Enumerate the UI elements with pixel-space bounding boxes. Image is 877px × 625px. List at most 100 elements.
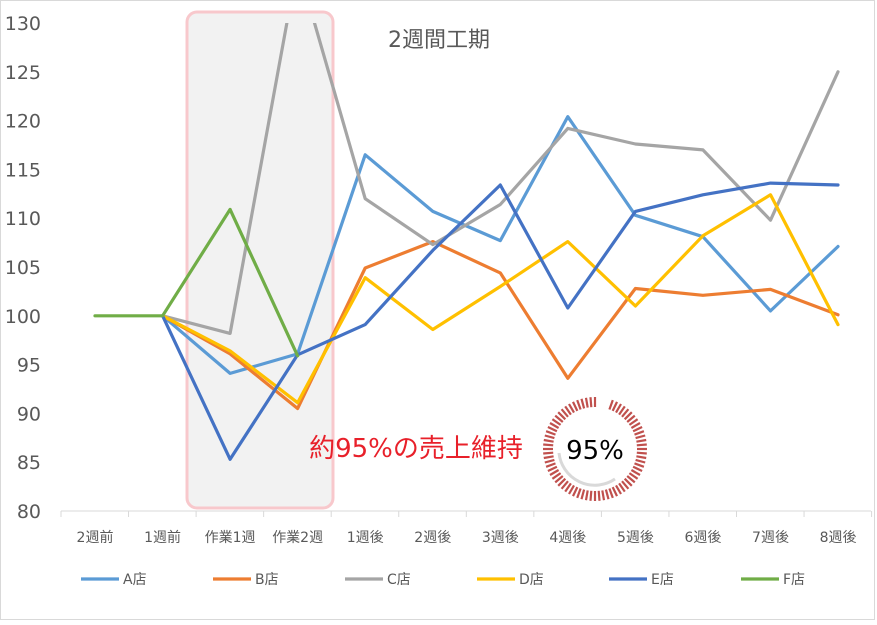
legend-label: A店	[123, 572, 147, 588]
percent-gauge: 95%	[543, 397, 647, 501]
gauge-tick	[611, 401, 618, 412]
gauge-tick	[615, 403, 622, 414]
gauge-tick	[551, 418, 562, 426]
gauge-tick	[543, 443, 554, 447]
series-line-E店	[161, 181, 840, 461]
gauge-tick	[551, 472, 562, 480]
x-tick-label: 8週後	[820, 530, 857, 546]
gauge-tick	[580, 489, 586, 500]
y-tick-label: 130	[5, 13, 41, 35]
gauge-tick	[615, 484, 622, 495]
y-tick-label: 80	[17, 501, 41, 523]
y-tick-label: 85	[17, 452, 41, 474]
gauge-tick	[636, 451, 647, 455]
gauge-tick	[547, 426, 558, 433]
y-tick-label: 120	[5, 111, 41, 133]
gauge-tick	[621, 408, 630, 418]
gauge-tick	[630, 469, 641, 476]
y-tick-label: 110	[5, 208, 41, 230]
legend-label: C店	[387, 572, 411, 588]
gauge-tick	[621, 480, 630, 490]
gauge-tick	[636, 455, 647, 460]
y-tick-label: 90	[17, 403, 41, 425]
gauge-tick	[611, 486, 618, 497]
annotation-text: 約95%の売上維持	[309, 434, 523, 464]
legend-label: F店	[783, 572, 805, 588]
gauge-tick	[635, 458, 646, 464]
legend-label: E店	[651, 572, 674, 588]
gauge-tick	[545, 462, 556, 468]
x-tick-label: 1週後	[347, 530, 384, 546]
series-lines	[93, 23, 840, 461]
gauge-tick	[584, 490, 589, 501]
y-tick-label: 105	[5, 257, 41, 279]
gauge-tick	[636, 438, 647, 443]
gauge-tick	[589, 490, 593, 501]
gauge-tick	[628, 472, 639, 480]
x-tick-label: 7週後	[752, 530, 789, 546]
gauge-tick	[623, 411, 633, 421]
gauge-tick	[576, 399, 582, 410]
gauge-inner-arc	[557, 452, 616, 487]
legend-label: B店	[255, 572, 279, 588]
gauge-tick	[557, 477, 567, 487]
gauge-tick	[572, 401, 579, 412]
gauge-tick	[634, 430, 645, 436]
series-line-C店	[161, 23, 840, 335]
gauge-tick	[636, 443, 647, 447]
gauge-tick	[635, 434, 646, 440]
gauge-tick	[543, 455, 554, 460]
gauge-tick	[608, 488, 614, 499]
gauge-tick	[604, 489, 610, 500]
gauge-tick	[549, 469, 560, 476]
gauge-tick	[568, 403, 575, 414]
gauge-tick	[634, 462, 645, 468]
x-tick-label: 2週後	[414, 530, 451, 546]
series-line-A店	[161, 115, 840, 375]
gauge-tick	[560, 408, 569, 418]
gauge-tick	[580, 398, 586, 409]
gauge-tick	[618, 482, 626, 493]
x-tick-label: 4週後	[549, 530, 586, 546]
gauge-tick	[564, 482, 572, 493]
x-tick-label: 5週後	[617, 530, 654, 546]
y-tick-label: 125	[5, 62, 41, 84]
y-tick-label: 100	[5, 306, 41, 328]
gauge-tick	[554, 475, 564, 484]
gauge-label: 95%	[566, 436, 624, 466]
chart-title: 2週間工期	[388, 28, 490, 53]
x-tick-label: 1週前	[144, 529, 181, 546]
gauge-tick	[564, 405, 572, 416]
gauge-tick	[547, 465, 558, 472]
gauge-tick	[554, 414, 564, 423]
series-line-D店	[161, 193, 840, 405]
x-tick-label: 作業2週	[272, 530, 323, 546]
gauge-tick	[630, 422, 641, 429]
gauge-tick	[549, 422, 560, 429]
gauge-tick	[626, 414, 636, 423]
x-tick-label: 6週後	[684, 530, 721, 546]
gauge-tick	[589, 397, 593, 408]
gauge-tick	[618, 405, 626, 416]
gauge-tick	[632, 465, 643, 472]
highlight-box	[185, 10, 335, 510]
gauge-tick	[560, 480, 569, 490]
gauge-tick	[543, 438, 554, 443]
gauge-tick	[626, 475, 636, 484]
x-tick-label: 作業1週	[205, 530, 256, 546]
gauge-tick	[544, 434, 555, 440]
gauge-tick	[544, 458, 555, 464]
gauge-tick	[576, 488, 582, 499]
legend-label: D店	[519, 572, 544, 588]
gauge-tick	[628, 418, 639, 426]
gauge-tick	[543, 451, 554, 455]
gauge-tick	[632, 426, 643, 433]
legend: A店 B店 C店 D店 E店 F店	[81, 572, 805, 588]
gauge-tick	[597, 490, 601, 501]
gauge-tick	[568, 484, 575, 495]
gauge-tick	[572, 486, 579, 497]
x-axis: 2週前 1週前 作業1週 作業2週 1週後 2週後 3週後 4週後 5週後 6週後 7週後 8週後	[60, 510, 873, 546]
y-axis: 80 85 90 95 100 105 110 115 120 125 130	[5, 13, 41, 523]
